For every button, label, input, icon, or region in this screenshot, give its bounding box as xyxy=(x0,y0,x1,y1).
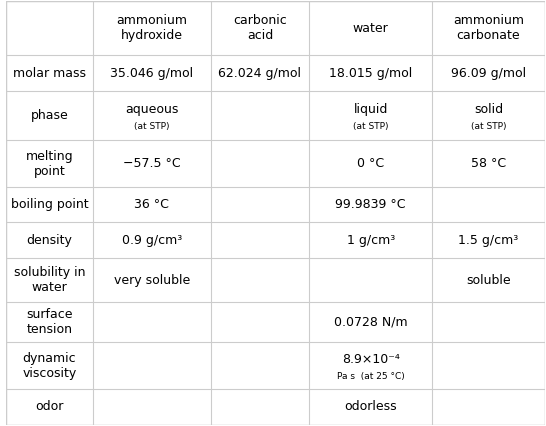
Text: −57.5 °C: −57.5 °C xyxy=(123,157,181,170)
Text: 1 g/cm³: 1 g/cm³ xyxy=(347,233,395,247)
Text: 99.9839 °C: 99.9839 °C xyxy=(335,198,406,211)
Text: soluble: soluble xyxy=(466,273,511,287)
Text: 58 °C: 58 °C xyxy=(471,157,506,170)
Text: 96.09 g/mol: 96.09 g/mol xyxy=(451,66,526,80)
Text: water: water xyxy=(353,22,389,35)
Text: 8.9×10⁻⁴: 8.9×10⁻⁴ xyxy=(342,353,400,366)
Text: aqueous: aqueous xyxy=(125,103,179,115)
Text: 0 °C: 0 °C xyxy=(357,157,384,170)
Text: melting
point: melting point xyxy=(26,150,73,178)
Text: surface
tension: surface tension xyxy=(26,308,73,337)
Text: (at STP): (at STP) xyxy=(353,122,388,131)
Text: 18.015 g/mol: 18.015 g/mol xyxy=(329,66,412,80)
Text: (at STP): (at STP) xyxy=(471,122,506,131)
Text: phase: phase xyxy=(31,109,68,122)
Text: dynamic
viscosity: dynamic viscosity xyxy=(22,352,76,380)
Text: very soluble: very soluble xyxy=(114,273,190,287)
Text: molar mass: molar mass xyxy=(13,66,86,80)
Text: carbonic
acid: carbonic acid xyxy=(233,14,287,43)
Text: 62.024 g/mol: 62.024 g/mol xyxy=(218,66,301,80)
Text: solid: solid xyxy=(474,103,503,115)
Text: ammonium
hydroxide: ammonium hydroxide xyxy=(116,14,187,43)
Text: 0.0728 N/m: 0.0728 N/m xyxy=(334,316,407,329)
Text: 0.9 g/cm³: 0.9 g/cm³ xyxy=(122,233,182,247)
Text: 36 °C: 36 °C xyxy=(134,198,169,211)
Text: liquid: liquid xyxy=(353,103,388,115)
Text: density: density xyxy=(27,233,73,247)
Text: ammonium
carbonate: ammonium carbonate xyxy=(453,14,524,43)
Text: boiling point: boiling point xyxy=(11,198,88,211)
Text: 1.5 g/cm³: 1.5 g/cm³ xyxy=(459,233,519,247)
Text: Pa s  (at 25 °C): Pa s (at 25 °C) xyxy=(337,371,405,381)
Text: odor: odor xyxy=(35,400,64,414)
Text: solubility in
water: solubility in water xyxy=(14,266,85,294)
Text: (at STP): (at STP) xyxy=(134,122,170,131)
Text: odorless: odorless xyxy=(345,400,397,414)
Text: 35.046 g/mol: 35.046 g/mol xyxy=(110,66,193,80)
